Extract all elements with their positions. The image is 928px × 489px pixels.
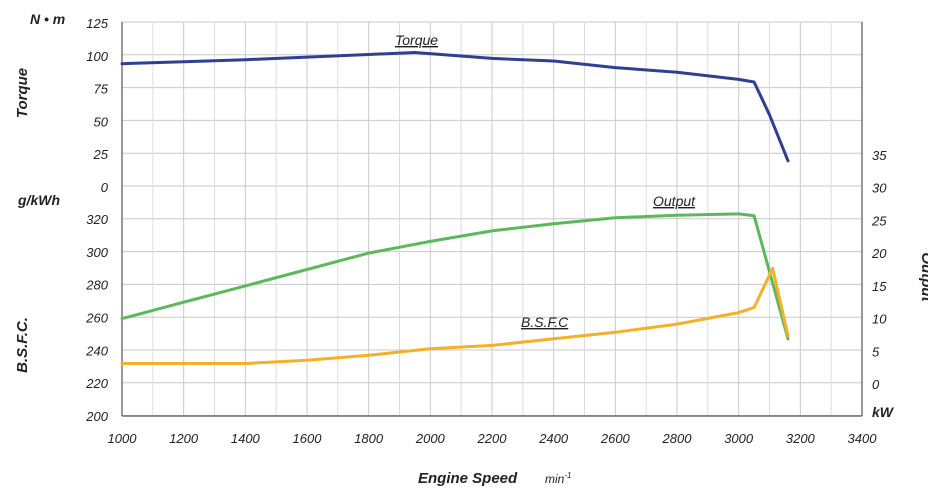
bsfc-tick-label: 300 <box>86 245 108 260</box>
torque-unit-label: N • m <box>30 11 65 27</box>
tick-labels: 1000 1200 1400 1600 1800 2000 2200 2400 2600 2800… <box>85 16 887 446</box>
x-tick-label: 2000 <box>415 431 446 446</box>
data-series <box>120 51 790 365</box>
torque-tick-label: 0 <box>101 180 109 195</box>
x-tick-label: 1800 <box>354 431 384 446</box>
output-tick-label: 0 <box>872 377 880 392</box>
x-tick-label: 1200 <box>169 431 199 446</box>
output-tick-label: 10 <box>872 312 887 327</box>
bsfc-tick-label: 220 <box>85 376 108 391</box>
torque-tick-label: 50 <box>94 114 109 129</box>
axes <box>121 22 863 417</box>
output-tick-label: 5 <box>872 344 880 359</box>
x-tick-label: 2400 <box>538 431 569 446</box>
torque-tick-label: 100 <box>86 49 108 64</box>
output-series-label: Output <box>653 193 696 209</box>
x-tick-label: 3200 <box>786 431 816 446</box>
bsfc-axis-title: B.S.F.C. <box>14 317 31 373</box>
torque-tick-label: 75 <box>94 82 109 97</box>
output-tick-label: 25 <box>871 213 887 228</box>
output-tick-label: 20 <box>871 246 887 261</box>
x-axis-title: Engine Speed <box>418 470 518 487</box>
x-tick-label: 2600 <box>600 431 631 446</box>
x-tick-label: 1400 <box>231 431 261 446</box>
x-tick-label: 2200 <box>477 431 508 446</box>
torque-tick-label: 125 <box>86 16 108 31</box>
torque-series-line <box>120 51 790 163</box>
output-series-line <box>120 212 790 341</box>
x-tick-label: 3000 <box>724 431 754 446</box>
output-axis-title: Output <box>918 252 928 302</box>
x-tick-label: 2800 <box>662 431 693 446</box>
torque-axis-title: Torque <box>14 68 31 118</box>
chart-labels: N • m g/kWh kW Torque B.S.F.C. Output En… <box>14 11 928 487</box>
x-tick-label: 1600 <box>293 431 323 446</box>
bsfc-tick-label: 260 <box>85 311 108 326</box>
torque-series-label: Torque <box>395 32 438 48</box>
output-tick-label: 15 <box>872 279 887 294</box>
x-tick-label: 1000 <box>108 431 138 446</box>
output-tick-label: 35 <box>872 148 887 163</box>
torque-tick-label: 25 <box>93 147 109 162</box>
bsfc-tick-label: 280 <box>85 278 108 293</box>
output-unit-label: kW <box>872 404 895 420</box>
bsfc-tick-label: 240 <box>85 343 108 358</box>
bsfc-tick-label: 200 <box>85 409 108 424</box>
x-axis-unit: min-1 <box>545 471 571 486</box>
x-tick-label: 3400 <box>848 431 878 446</box>
output-tick-label: 30 <box>872 181 887 196</box>
bsfc-series-label: B.S.F.C <box>521 314 569 330</box>
bsfc-series-line <box>120 266 790 365</box>
bsfc-unit-label: g/kWh <box>17 192 60 208</box>
bsfc-tick-label: 320 <box>86 212 108 227</box>
